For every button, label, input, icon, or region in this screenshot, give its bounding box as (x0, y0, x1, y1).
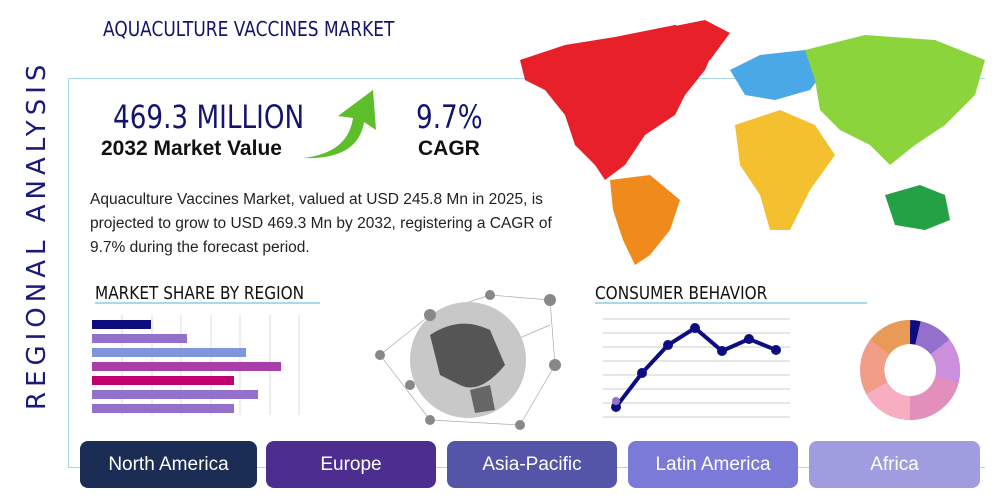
divider (595, 302, 867, 304)
region-button-africa[interactable]: Africa (809, 441, 980, 488)
map-north-america (520, 25, 720, 180)
bar (92, 348, 246, 357)
region-button-europe[interactable]: Europe (266, 441, 436, 488)
map-europe (730, 50, 825, 100)
region-bar-graphic (92, 315, 300, 415)
consumer-line-graphic (603, 318, 790, 418)
bar (92, 376, 234, 385)
cagr-value: 9.7% (416, 98, 483, 136)
market-share-heading: MARKET SHARE BY REGION (95, 283, 305, 304)
growth-arrow-icon (303, 90, 376, 159)
map-greenland (655, 20, 730, 60)
bar (92, 390, 258, 399)
market-value: 469.3 MILLION (113, 98, 305, 136)
map-south-america (610, 175, 680, 265)
map-asia (805, 35, 985, 165)
region-button-asia-pacific[interactable]: Asia-Pacific (447, 441, 617, 488)
bar (92, 320, 151, 329)
page-title: AQUACULTURE VACCINES MARKET (103, 17, 395, 41)
map-australia (885, 185, 950, 230)
bar (92, 404, 234, 413)
region-button-north-america[interactable]: North America (80, 441, 257, 488)
bar (92, 334, 187, 343)
side-label: REGIONAL ANALYSIS (22, 59, 52, 410)
market-value-label: 2032 Market Value (101, 137, 282, 160)
world-map (520, 20, 985, 265)
market-description: Aquaculture Vaccines Market, valued at U… (90, 191, 552, 256)
cagr-label: CAGR (418, 137, 480, 160)
network-globe-graphic (375, 290, 561, 430)
bar (92, 362, 281, 371)
map-africa (735, 110, 835, 230)
region-button-latin-america[interactable]: Latin America (628, 441, 798, 488)
consumer-donut-graphic (860, 320, 961, 421)
consumer-behavior-heading: CONSUMER BEHAVIOR (595, 283, 768, 304)
divider (95, 302, 320, 304)
